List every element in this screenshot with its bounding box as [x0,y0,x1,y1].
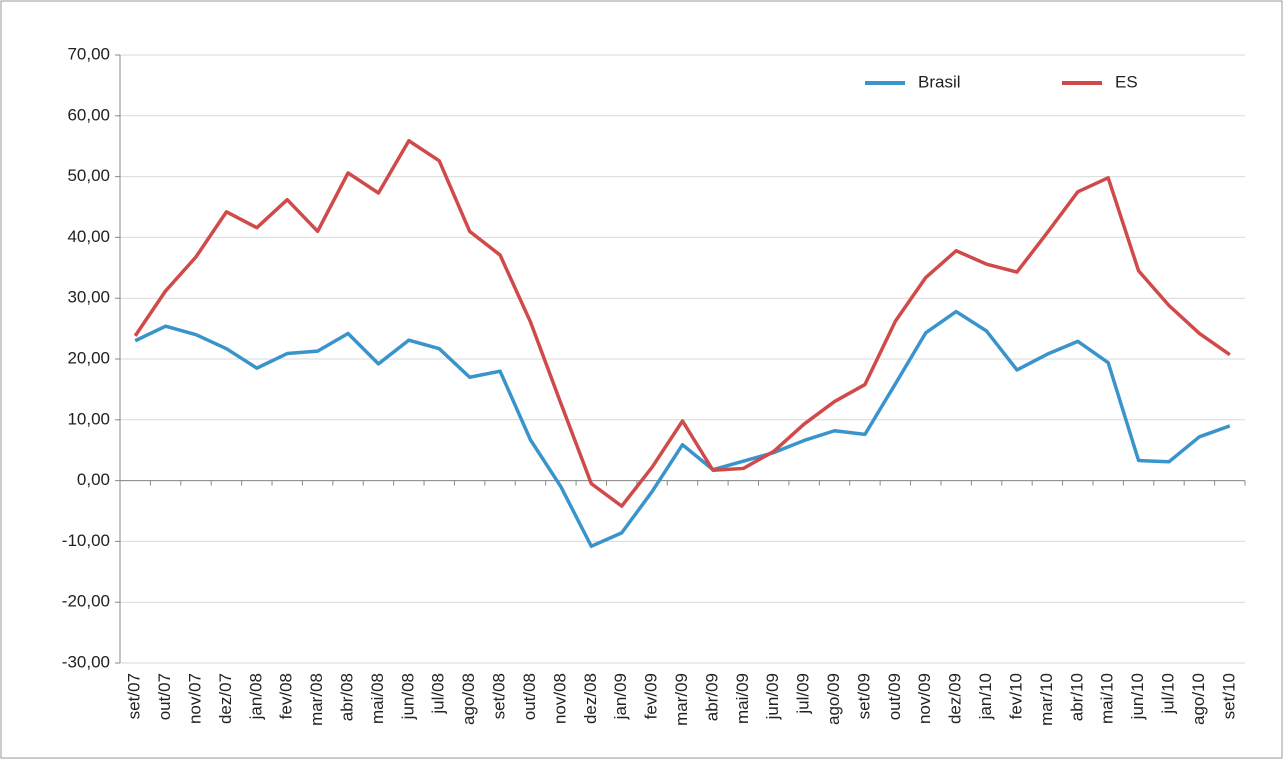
y-tick-label: 20,00 [67,348,110,367]
x-tick-label: jul/09 [794,673,813,715]
x-tick-label: mar/09 [672,673,691,726]
y-tick-label: -10,00 [62,531,110,550]
x-tick-label: jul/08 [429,673,448,715]
x-tick-label: nov/09 [915,673,934,724]
x-tick-label: out/09 [885,673,904,720]
x-tick-label: fev/10 [1006,673,1025,719]
x-tick-label: mai/09 [733,673,752,724]
x-tick-label: jun/10 [1128,673,1147,720]
x-tick-label: ago/08 [459,673,478,725]
y-tick-label: -30,00 [62,652,110,671]
x-tick-label: dez/07 [216,673,235,724]
legend-label: ES [1115,72,1138,91]
x-tick-label: set/09 [854,673,873,719]
y-tick-label: -20,00 [62,592,110,611]
x-tick-label: abr/10 [1067,673,1086,721]
series-line [134,309,1231,549]
y-tick-label: 60,00 [67,105,110,124]
y-tick-label: 0,00 [77,470,110,489]
x-tick-label: out/08 [520,673,539,720]
x-tick-label: jun/08 [398,673,417,720]
x-tick-label: ago/09 [824,673,843,725]
x-tick-label: mar/08 [307,673,326,726]
y-tick-label: 50,00 [67,166,110,185]
y-tick-label: 70,00 [67,44,110,63]
x-tick-label: fev/09 [642,673,661,719]
x-tick-label: set/07 [125,673,144,719]
x-tick-label: abr/08 [338,673,357,721]
x-tick-label: abr/09 [702,673,721,721]
x-tick-label: set/08 [490,673,509,719]
x-tick-label: jan/09 [611,673,630,720]
x-tick-label: jan/10 [976,673,995,720]
x-tick-label: mai/08 [368,673,387,724]
x-tick-label: mai/10 [1098,673,1117,724]
x-tick-label: fev/08 [277,673,296,719]
y-tick-label: 10,00 [67,409,110,428]
series-line [133,138,1231,508]
x-tick-label: jul/10 [1158,673,1177,715]
x-tick-label: nov/08 [550,673,569,724]
x-tick-label: set/10 [1219,673,1238,719]
y-tick-label: 40,00 [67,227,110,246]
x-tick-label: dez/09 [946,673,965,724]
x-tick-label: mar/10 [1037,673,1056,726]
x-tick-label: jun/09 [763,673,782,720]
x-tick-label: out/07 [155,673,174,720]
x-tick-label: jan/08 [246,673,265,720]
legend-label: Brasil [918,72,961,91]
x-tick-label: nov/07 [185,673,204,724]
x-tick-label: dez/08 [581,673,600,724]
y-tick-label: 30,00 [67,288,110,307]
x-tick-label: ago/10 [1189,673,1208,725]
